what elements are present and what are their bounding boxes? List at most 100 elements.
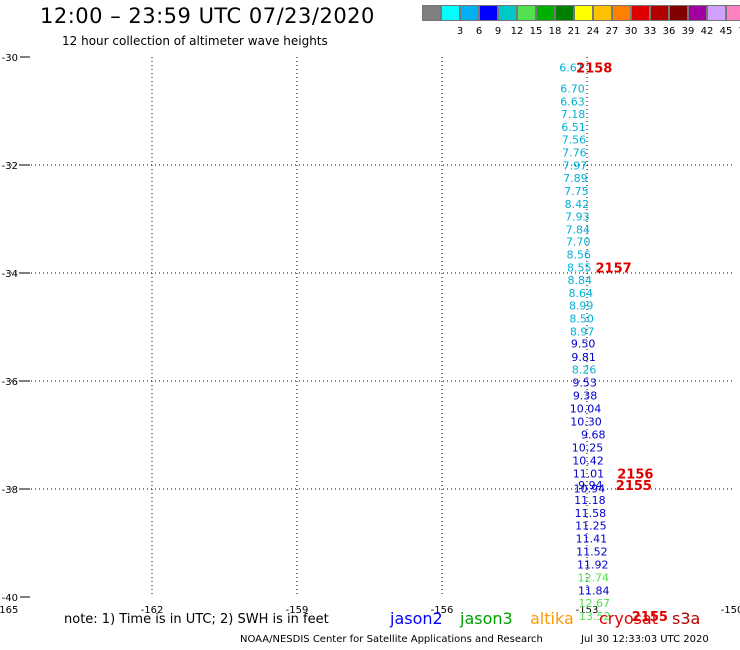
sat-legend-s3a: s3a bbox=[672, 609, 701, 628]
wave-height-label: 8.84 bbox=[568, 274, 593, 287]
sat-legend-altika: altika bbox=[530, 609, 574, 628]
wave-height-label: 11.25 bbox=[575, 520, 607, 533]
wave-height-label: 9.38 bbox=[573, 390, 598, 403]
wave-height-label: 8.42 bbox=[565, 198, 590, 211]
wave-height-label: 11.84 bbox=[578, 585, 610, 598]
legend-label: 42 bbox=[700, 26, 714, 37]
wave-height-label: 6.61 bbox=[559, 61, 584, 74]
wave-height-label: 11.52 bbox=[576, 546, 608, 559]
legend-label: 15 bbox=[529, 26, 543, 37]
lat-tick-label: -36 bbox=[2, 377, 18, 388]
wave-height-label: 11.58 bbox=[575, 507, 607, 520]
legend-swatch bbox=[707, 5, 726, 21]
wave-height-label: 8.99 bbox=[569, 299, 594, 312]
legend-swatch bbox=[536, 5, 555, 21]
pass-number-label: 2155 bbox=[632, 610, 668, 625]
wave-height-label: 7.76 bbox=[562, 147, 587, 160]
lon-tick-label: -159 bbox=[286, 605, 309, 616]
map-ticks: -165 -162 -159 -156 -153 -150 -30 -32 -34 -36 -38 -… bbox=[0, 53, 740, 616]
lon-tick-label: -162 bbox=[141, 605, 164, 616]
wave-height-label: 10.25 bbox=[572, 441, 604, 454]
legend-label: 27 bbox=[605, 26, 619, 37]
page-subtitle: 12 hour collection of altimeter wave hei… bbox=[62, 34, 328, 48]
legend-swatch bbox=[631, 5, 650, 21]
timestamp-text: Jul 30 12:33:03 UTC 2020 bbox=[581, 634, 709, 645]
legend-label: 21 bbox=[567, 26, 581, 37]
legend-swatch bbox=[517, 5, 536, 21]
map-grid bbox=[7, 57, 732, 597]
wave-height-label: 7.75 bbox=[564, 185, 589, 198]
legend-label: 12 bbox=[510, 26, 524, 37]
wave-height-label: 8.64 bbox=[568, 287, 593, 300]
legend-label: 6 bbox=[475, 26, 483, 37]
wave-height-label: 12.67 bbox=[579, 597, 611, 610]
wave-height-label: 11.92 bbox=[577, 559, 609, 572]
legend-swatch bbox=[441, 5, 460, 21]
legend-swatch bbox=[422, 5, 441, 21]
wave-height-label: 10.94 bbox=[574, 482, 606, 495]
legend-swatch bbox=[555, 5, 574, 21]
wave-height-label: 6.51 bbox=[561, 121, 586, 134]
credit-text: NOAA/NESDIS Center for Satellite Applica… bbox=[240, 634, 543, 645]
lon-tick-label: -150 bbox=[721, 605, 740, 616]
legend-label: 36 bbox=[662, 26, 676, 37]
wave-height-label: 9.68 bbox=[581, 428, 606, 441]
wave-height-label: 10.04 bbox=[570, 403, 602, 416]
lat-tick-label: -38 bbox=[2, 485, 18, 496]
legend-swatch bbox=[612, 5, 631, 21]
footer-note: note: 1) Time is in UTC; 2) SWH is in fe… bbox=[64, 612, 329, 627]
wave-height-label: 7.18 bbox=[561, 108, 586, 121]
legend-label: 45 bbox=[719, 26, 733, 37]
legend-swatch bbox=[669, 5, 688, 21]
legend-swatch bbox=[650, 5, 669, 21]
page-title: 12:00 – 23:59 UTC 07/23/2020 bbox=[40, 4, 375, 28]
pass-number-label: 2155 bbox=[616, 479, 652, 494]
pass-number-label: 2157 bbox=[595, 262, 631, 277]
wave-height-label: 8.55 bbox=[567, 262, 592, 275]
wave-height-label: 7.89 bbox=[563, 172, 588, 185]
wave-height-label: 6.70 bbox=[560, 82, 585, 95]
legend-swatch bbox=[593, 5, 612, 21]
legend-label: 3 bbox=[456, 26, 464, 37]
pass-number-label: 2156 bbox=[617, 467, 653, 482]
sat-legend-cryosat: cryosat bbox=[599, 609, 659, 628]
wave-height-label: 8.26 bbox=[572, 364, 597, 377]
wave-height-label: 9.53 bbox=[572, 377, 597, 390]
legend-label: 18 bbox=[548, 26, 562, 37]
legend-label: 39 bbox=[681, 26, 695, 37]
wave-height-label: 12.74 bbox=[578, 572, 610, 585]
wave-height-label: 8.97 bbox=[570, 325, 595, 338]
wave-height-label: 10.42 bbox=[572, 454, 604, 467]
sat-legend-jason3: jason3 bbox=[460, 609, 513, 628]
wave-height-label: 10.30 bbox=[570, 416, 602, 429]
wave-height-label: 7.97 bbox=[563, 160, 588, 173]
lat-tick-label: -40 bbox=[2, 593, 18, 604]
lat-tick-label: -32 bbox=[2, 161, 18, 172]
lat-tick-label: -30 bbox=[2, 53, 18, 64]
legend-label: 24 bbox=[586, 26, 600, 37]
wave-height-label: 11.41 bbox=[576, 533, 608, 546]
wave-height-label: 9.50 bbox=[571, 338, 596, 351]
wave-height-label: 9.94 bbox=[578, 479, 603, 492]
wave-height-labels: 6.61 6.706.637.186.517.567.767.977.897.75… bbox=[559, 61, 610, 623]
wave-height-label: 13.52 bbox=[579, 610, 611, 623]
legend-swatch bbox=[498, 5, 517, 21]
legend-label: 33 bbox=[643, 26, 657, 37]
legend-swatch bbox=[479, 5, 498, 21]
wave-height-label: 7.70 bbox=[566, 236, 591, 249]
legend-swatch bbox=[460, 5, 479, 21]
wave-height-label: 11.01 bbox=[573, 467, 605, 480]
wave-height-label: 11.18 bbox=[574, 494, 606, 507]
lon-tick-label: -165 bbox=[0, 605, 18, 616]
lon-tick-label: -156 bbox=[431, 605, 454, 616]
lat-tick-label: -34 bbox=[2, 269, 18, 280]
wave-height-label: 7.84 bbox=[566, 223, 591, 236]
pass-number-label: 2158 bbox=[576, 61, 612, 76]
wave-height-label: 6.63 bbox=[560, 95, 585, 108]
wave-height-label: 7.93 bbox=[565, 210, 590, 223]
lon-tick-label: -153 bbox=[576, 605, 599, 616]
wave-height-label: 8.56 bbox=[567, 249, 592, 262]
legend-label: 70 bbox=[735, 26, 740, 37]
